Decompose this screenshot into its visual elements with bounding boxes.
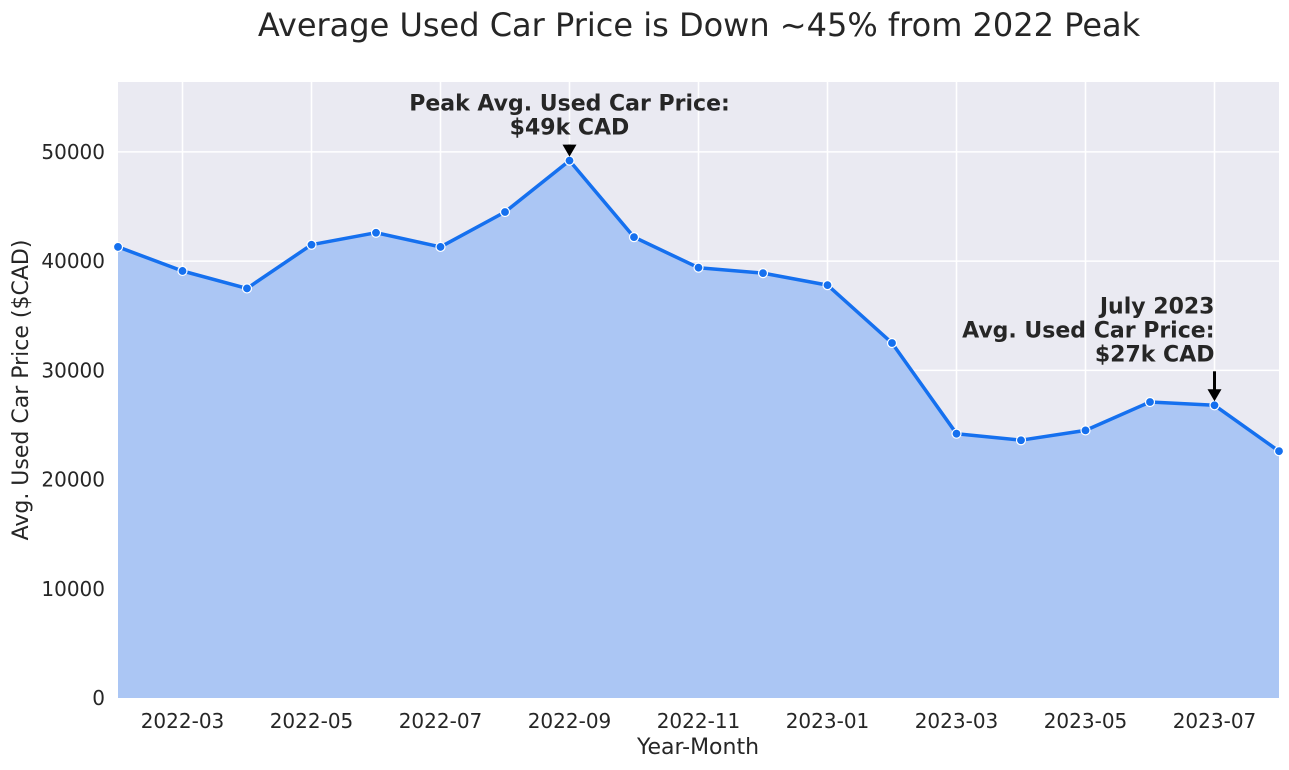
- data-point: [499, 206, 511, 218]
- x-tick-label: 2023-03: [915, 709, 999, 733]
- data-point: [564, 155, 575, 166]
- annotation-arrowhead: [1207, 389, 1222, 402]
- data-point: [1144, 396, 1156, 408]
- data-point: [306, 239, 317, 250]
- x-tick-label: 2022-09: [528, 709, 612, 733]
- data-point: [951, 428, 962, 439]
- y-tick-label: 30000: [41, 358, 105, 382]
- data-markers: [112, 155, 1285, 457]
- data-point: [177, 265, 188, 277]
- x-tick-label: 2022-11: [657, 709, 741, 733]
- x-tick-label: 2022-03: [141, 709, 225, 733]
- annotation-text: $49k CAD: [510, 116, 630, 141]
- y-tick-label: 50000: [41, 140, 105, 164]
- data-point: [435, 241, 446, 253]
- x-tick-label: 2023-05: [1044, 709, 1128, 733]
- data-point: [1209, 400, 1220, 411]
- area-fill: [118, 160, 1279, 699]
- annotations: Peak Avg. Used Car Price:$49k CAD July 20…: [409, 92, 1222, 402]
- y-tick-labels: 0 10000 20000 30000 40000 50000: [41, 140, 105, 710]
- x-tick-label: 2022-05: [270, 709, 354, 733]
- y-tick-label: 20000: [41, 468, 105, 492]
- x-axis-label: Year-Month: [636, 735, 759, 760]
- annotation-text: $27k CAD: [1095, 342, 1215, 367]
- data-point: [370, 227, 382, 238]
- annotation-text: Avg. Used Car Price:: [962, 318, 1214, 343]
- annotation-text: Peak Avg. Used Car Price:: [409, 92, 730, 117]
- annotation-text: July 2023: [1098, 294, 1215, 319]
- data-point: [112, 241, 124, 253]
- annotation: Peak Avg. Used Car Price:$49k CAD: [409, 92, 730, 157]
- data-point: [822, 280, 833, 291]
- y-tick-label: 10000: [41, 577, 105, 601]
- data-point: [628, 231, 640, 243]
- data-point: [886, 337, 898, 349]
- annotation-arrowhead: [562, 144, 577, 157]
- x-tick-labels: 2022-03 2022-05 2022-07 2022-09 2022-11 2023-…: [141, 709, 1257, 733]
- data-point: [693, 262, 704, 273]
- data-point: [1080, 425, 1091, 436]
- y-tick-label: 0: [92, 686, 105, 710]
- y-axis-label: Avg. Used Car Price ($CAD): [9, 240, 34, 541]
- x-tick-label: 2023-07: [1173, 709, 1257, 733]
- data-point: [1015, 435, 1027, 446]
- y-tick-label: 40000: [41, 249, 105, 273]
- data-point: [757, 268, 769, 279]
- data-point: [241, 283, 253, 294]
- data-point: [1273, 446, 1285, 457]
- x-tick-label: 2022-07: [399, 709, 483, 733]
- x-tick-label: 2023-01: [786, 709, 870, 733]
- chart-title: Average Used Car Price is Down ~45% from…: [258, 6, 1141, 44]
